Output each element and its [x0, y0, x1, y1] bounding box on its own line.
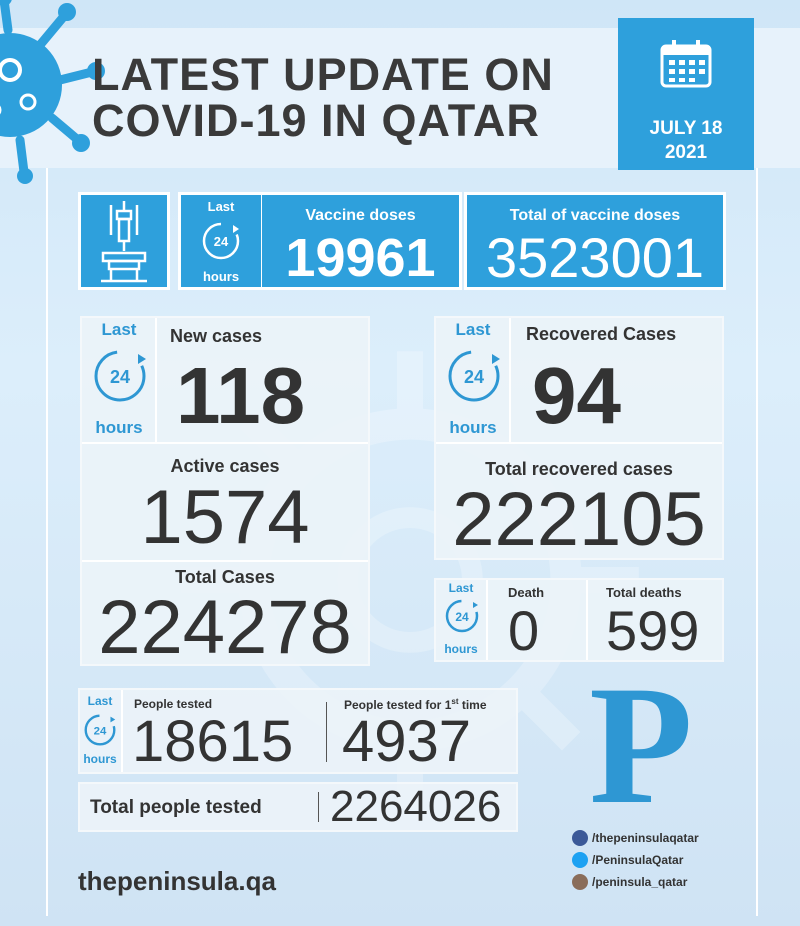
last-label: Last [207, 199, 235, 214]
first-time-tested-label: People tested for 1st time [344, 697, 487, 712]
deaths-panel [434, 578, 724, 662]
instagram-handle: /peninsula_qatar [592, 875, 688, 889]
clock-24-icon: 24 [94, 350, 146, 402]
content-frame [46, 168, 758, 916]
facebook-link[interactable]: /thepeninsulaqatar [572, 830, 699, 846]
last-label: Last [101, 320, 137, 339]
title-line-2: COVID-19 IN QATAR [92, 95, 540, 146]
total-cases-label: Total Cases [175, 567, 275, 587]
vaccine-total-value: 3523001 [485, 226, 704, 289]
new-cases-value: 118 [176, 351, 306, 440]
instagram-link[interactable]: /peninsula_qatar [572, 874, 687, 890]
death-label: Death [508, 585, 545, 600]
vaccine-total-label: Total of vaccine doses [509, 207, 681, 224]
total-cases-value: 224278 [98, 585, 352, 670]
vaccine-icon-box [78, 192, 170, 290]
clock-24-text: 24 [455, 610, 469, 624]
vaccine-last24-box: Last 24 hours [178, 192, 264, 290]
vaccine-doses-value: 19961 [285, 228, 436, 288]
total-recovered-label: Total recovered cases [485, 459, 673, 479]
total-tested-value: 2264026 [330, 782, 502, 831]
date-year: 2021 [664, 142, 708, 163]
hours-label: hours [444, 642, 478, 656]
facebook-icon [572, 830, 588, 846]
vaccine-total-box: Total of vaccine doses 3523001 [464, 192, 726, 290]
clock-24-text: 24 [110, 367, 130, 387]
site-link[interactable]: thepeninsula.qa [78, 866, 276, 896]
recovered-panel [434, 316, 724, 560]
twitter-link[interactable]: /PeninsulaQatar [572, 852, 683, 868]
hours-label: hours [449, 418, 497, 437]
clock-24-icon: 24 [202, 222, 240, 260]
active-cases-label: Active cases [170, 456, 280, 476]
recovered-cases-value: 94 [532, 351, 621, 440]
last-label: Last [455, 320, 491, 339]
hours-label: hours [202, 269, 240, 284]
clock-24-icon: 24 [448, 350, 500, 402]
instagram-icon [572, 874, 588, 890]
facebook-handle: /thepeninsulaqatar [592, 831, 699, 845]
clock-24-text: 24 [464, 367, 484, 387]
last-label: Last [87, 694, 113, 708]
first-time-tested-value: 4937 [342, 709, 472, 774]
divider [586, 580, 588, 660]
date-badge: JULY 18 2021 [618, 18, 754, 170]
total-deaths-value: 599 [606, 599, 700, 662]
cases-panel [80, 316, 370, 666]
date-month-day: JULY 18 [649, 118, 723, 139]
clock-24-text: 24 [214, 234, 229, 249]
divider [436, 442, 722, 444]
clock-24-icon: 24 [84, 714, 116, 746]
page-title: LATEST UPDATE ON COVID-19 IN QATAR [92, 52, 554, 144]
divider [82, 560, 368, 562]
divider [509, 318, 511, 442]
virus-icon [0, 0, 105, 184]
recovered-cases-label: Recovered Cases [526, 324, 677, 344]
total-recovered-value: 222105 [452, 477, 706, 562]
divider [486, 580, 488, 660]
vaccine-doses-box: Vaccine doses 19961 [262, 192, 462, 290]
tests-panel [78, 688, 518, 774]
divider [121, 690, 123, 772]
last-label: Last [448, 581, 474, 595]
active-cases-value: 1574 [140, 475, 310, 560]
twitter-icon [572, 852, 588, 868]
people-tested-value: 18615 [132, 709, 294, 774]
total-tested-label: Total people tested [90, 797, 262, 818]
clock-24-text: 24 [94, 726, 107, 738]
hours-label: hours [95, 418, 143, 437]
people-tested-label: People tested [134, 697, 213, 711]
divider [318, 792, 319, 822]
twitter-handle: /PeninsulaQatar [592, 853, 684, 867]
death-value: 0 [508, 599, 540, 662]
syringe-icon [101, 201, 147, 283]
clock-24-icon: 24 [445, 599, 479, 633]
divider [155, 318, 157, 442]
divider [82, 442, 368, 444]
total-deaths-label: Total deaths [606, 585, 682, 600]
total-tested-panel [78, 782, 518, 832]
title-line-1: LATEST UPDATE ON [92, 49, 554, 100]
vaccine-doses-label: Vaccine doses [305, 207, 416, 224]
peninsula-logo: P [589, 651, 693, 839]
divider [326, 702, 327, 762]
hours-label: hours [83, 752, 117, 766]
calendar-icon [660, 40, 712, 88]
new-cases-label: New cases [170, 326, 263, 346]
